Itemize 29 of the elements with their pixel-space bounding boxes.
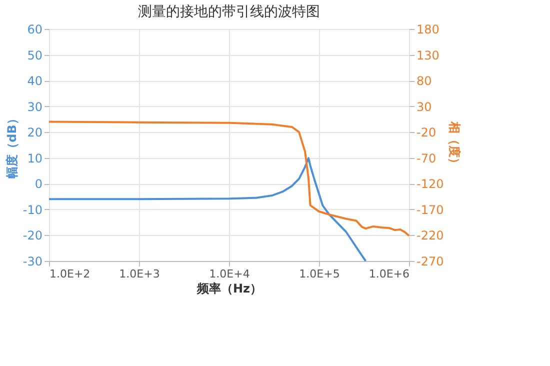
- x-tick-label: 1.0E+5: [299, 268, 340, 280]
- y2-tick-label: -170: [416, 202, 444, 217]
- y2-tick-label: 80: [416, 74, 432, 88]
- y2-tick-label: -20: [416, 126, 436, 140]
- y-tick-label: 0: [34, 177, 42, 192]
- y2-tick-label: -220: [416, 228, 444, 243]
- y-tick-label: 40: [27, 74, 42, 88]
- y2-tick-label: 180: [416, 22, 440, 36]
- x-tick-label: 1.0E+3: [119, 268, 160, 280]
- y-tick-label: 60: [27, 22, 42, 36]
- y2-tick-label: 130: [416, 48, 440, 62]
- y-axis-title: 幅度（dB）: [4, 112, 19, 178]
- y-tick-label: -30: [22, 254, 42, 268]
- y2-tick-label: -120: [416, 177, 444, 192]
- y-tick-label: 10: [27, 151, 42, 166]
- chart-title: 测量的接地的带引线的波特图: [138, 4, 320, 20]
- y-tick-label: 50: [27, 48, 42, 62]
- x-axis-title: 频率（Hz）: [196, 282, 262, 296]
- y-tick-label: 20: [27, 126, 42, 140]
- y2-tick-label: -70: [416, 151, 436, 166]
- y2-tick-label: -270: [416, 254, 444, 268]
- y2-axis-title: 相（度）: [448, 120, 462, 170]
- y-tick-label: -10: [22, 202, 42, 217]
- x-tick-label: 1.0E+2: [50, 268, 90, 280]
- y-tick-label: -20: [22, 228, 42, 243]
- y2-tick-label: 30: [416, 100, 432, 114]
- x-tick-label: 1.0E+4: [209, 268, 250, 280]
- x-tick-label: 1.0E+6: [368, 268, 410, 280]
- y-tick-label: 30: [27, 100, 42, 114]
